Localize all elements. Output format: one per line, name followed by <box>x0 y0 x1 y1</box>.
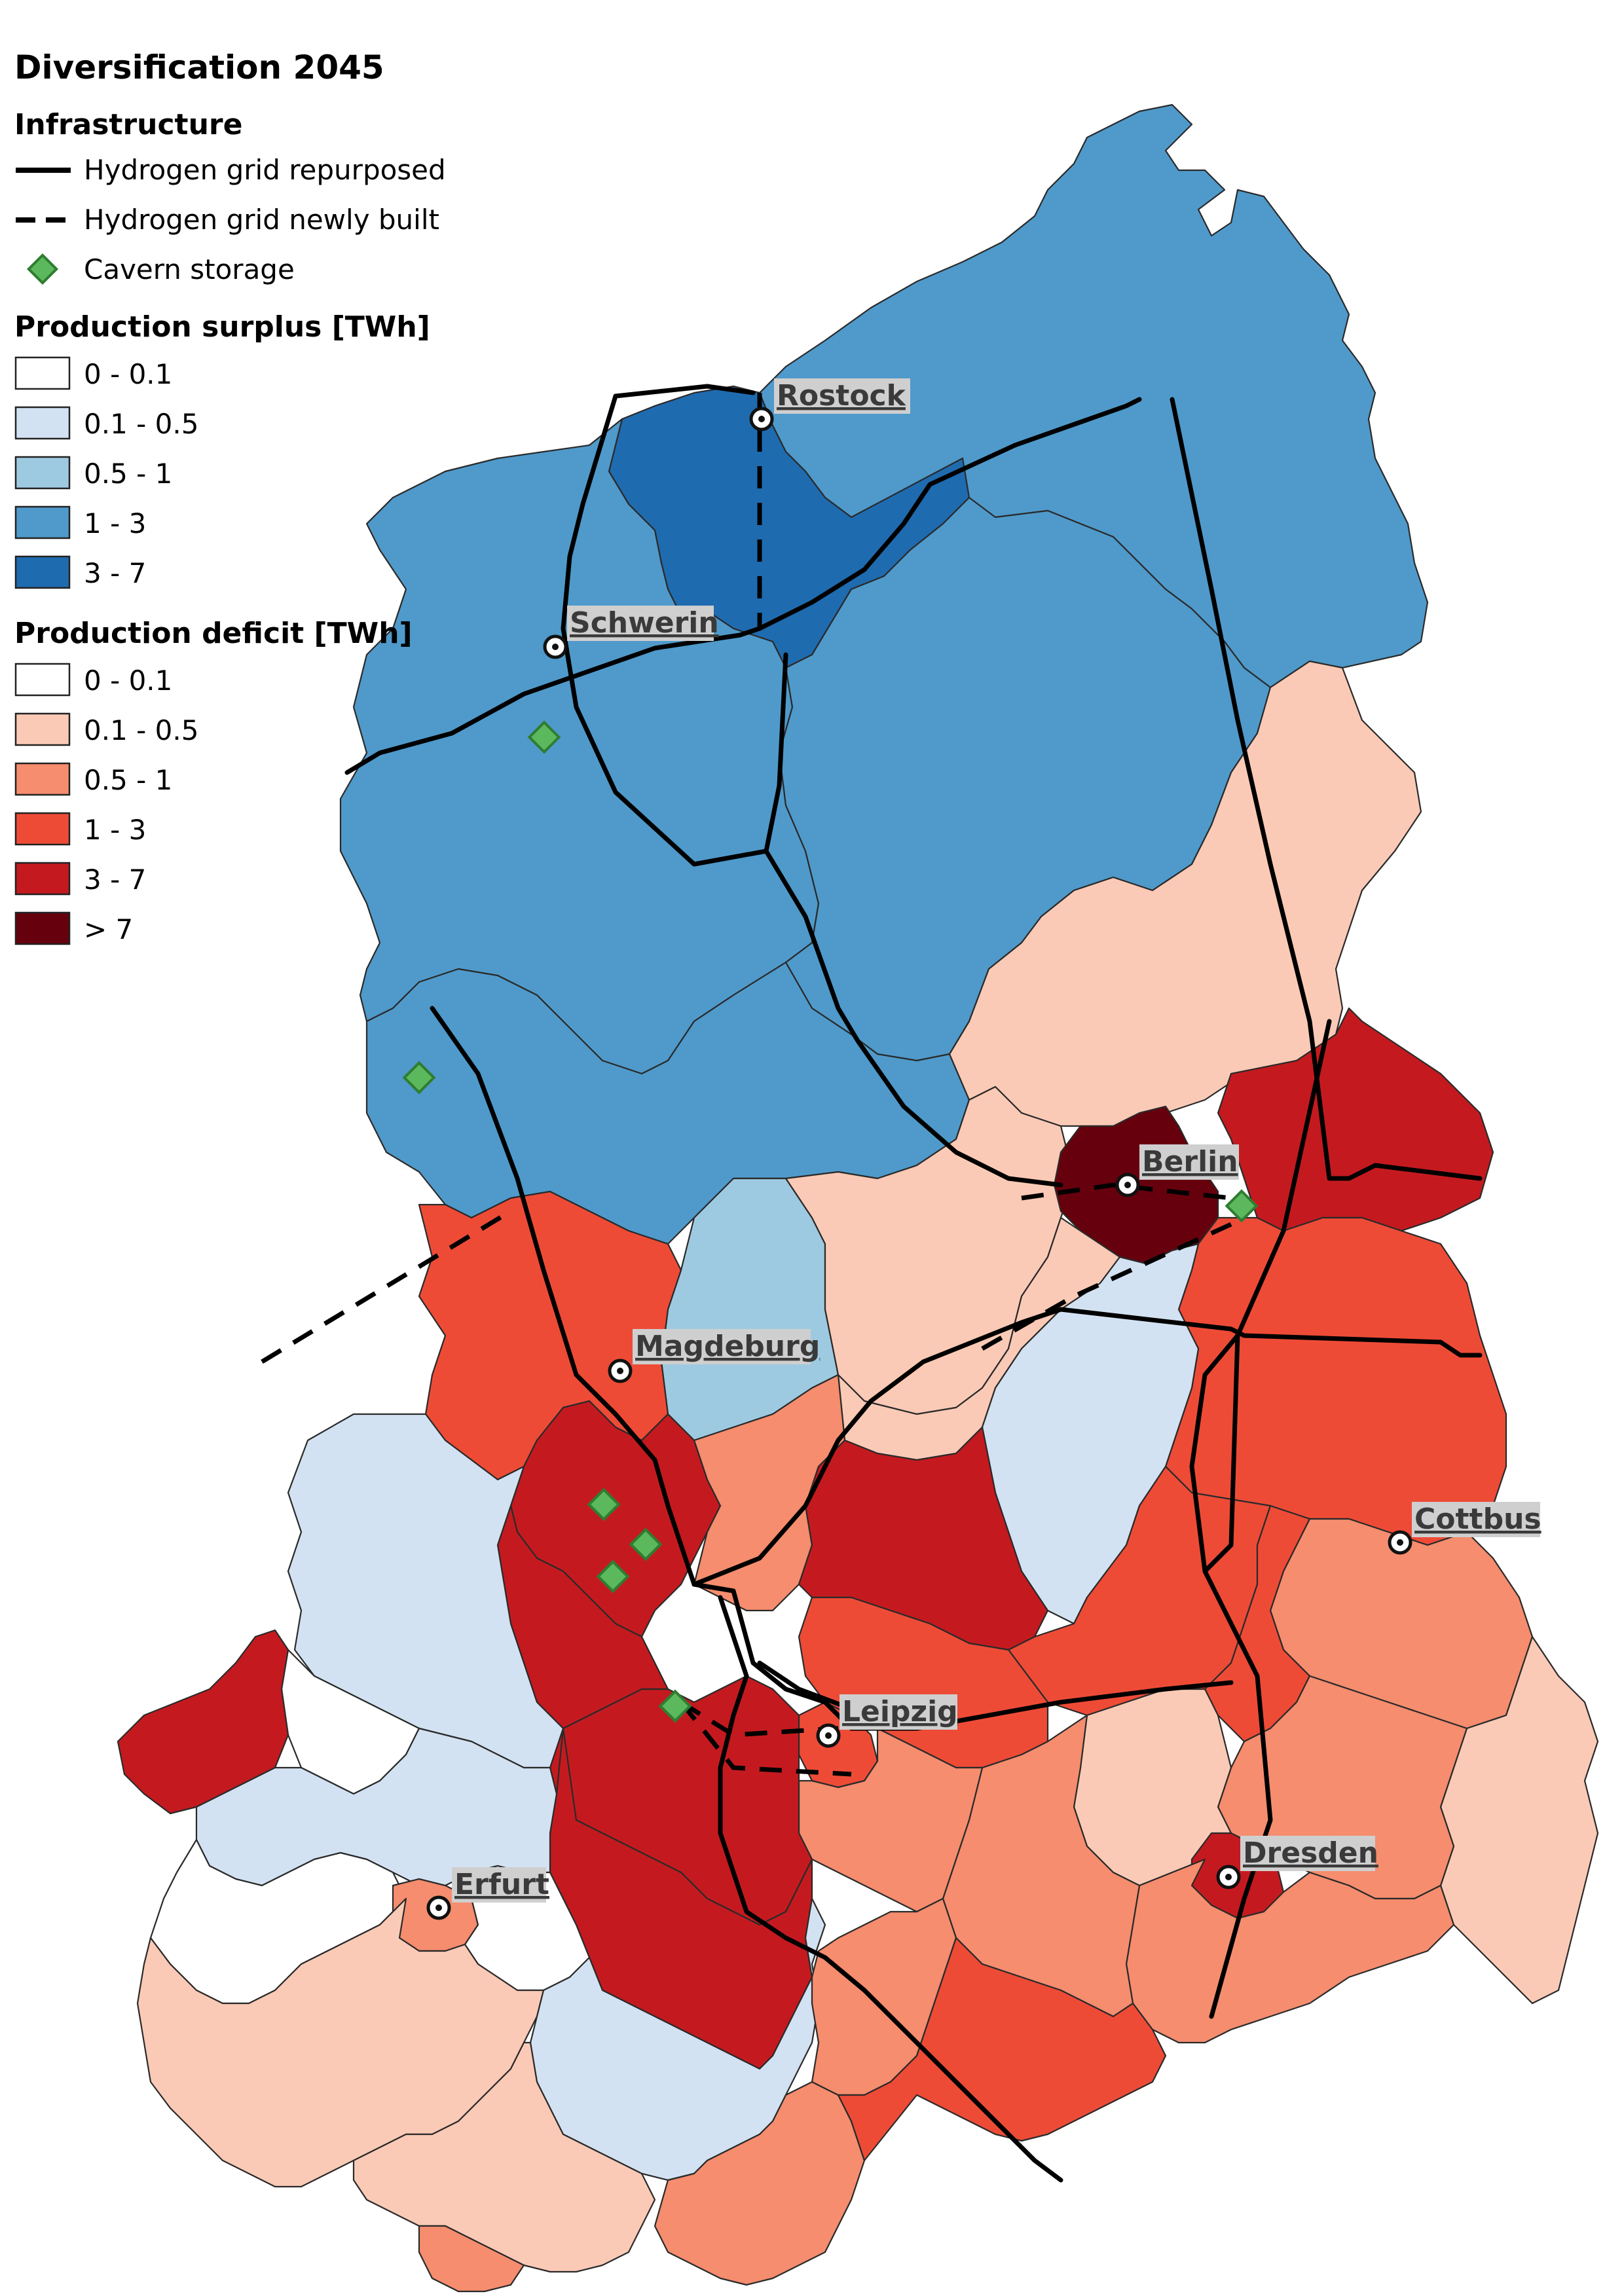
grid-line-newly-built <box>261 1209 512 1364</box>
legend-swatch <box>14 911 71 945</box>
legend-class-label: 0 - 0.1 <box>84 358 172 390</box>
cavern-storage-icon <box>1225 1189 1259 1223</box>
grid-line-repurposed <box>1202 1333 1240 1574</box>
region-maerkisch-oderland <box>1217 1007 1494 1232</box>
city-label: Berlin <box>1142 1145 1238 1178</box>
green-diamond-icon <box>26 253 59 285</box>
legend-swatch <box>14 762 71 796</box>
legend-deficit-classes: 0 - 0.1 0.1 - 0.5 0.5 - 1 1 - 3 3 - 7 > … <box>14 663 198 945</box>
grid-line-repurposed <box>561 393 788 867</box>
city-label: Erfurt <box>454 1868 549 1901</box>
cavern-storage-icon <box>658 1689 692 1723</box>
legend-swatch <box>14 812 71 846</box>
cities: Rostock Schwerin Berlin Magdeburg Cottbu… <box>426 378 1541 1920</box>
legend-swatch <box>14 712 71 746</box>
legend-surplus-classes: 0 - 0.1 0.1 - 0.5 0.5 - 1 1 - 3 3 - 7 <box>14 356 198 589</box>
legend-swatch <box>14 356 71 390</box>
grid-line-repurposed <box>757 1660 854 1711</box>
grid-line-newly-built <box>981 1222 1232 1351</box>
cavern-storage-icon <box>402 1061 436 1095</box>
region-leipzig-land <box>798 1727 984 1913</box>
legend-class-label: 1 - 3 <box>84 814 146 846</box>
legend-swatch <box>14 456 71 490</box>
grid-line-newly-built <box>680 1700 839 1738</box>
city-rostock[interactable]: Rostock <box>749 378 910 431</box>
grid-line-repurposed <box>344 397 1142 775</box>
region-sonneberg <box>418 2225 525 2293</box>
city-schwerin[interactable]: Schwerin <box>543 606 719 659</box>
region-wartburg <box>136 1897 545 2188</box>
city-label: Rostock <box>777 379 907 412</box>
region-oder-spree <box>1164 1216 1507 1546</box>
legend-class-label: > 7 <box>84 913 133 945</box>
city-dresden[interactable]: Dresden <box>1216 1836 1378 1889</box>
grid-line-repurposed <box>692 1307 1483 1587</box>
legend-class-label: 0 - 0.1 <box>84 665 172 697</box>
grid-line-repurposed <box>613 384 756 399</box>
legend-swatch <box>14 505 71 539</box>
region-erzgebirge <box>837 1937 1167 2162</box>
legend-class-label: 0.5 - 1 <box>84 458 172 490</box>
grid-line-newly-built <box>1021 1182 1232 1201</box>
grid-line-repurposed <box>1170 397 1483 1181</box>
cavern-storage-icon <box>629 1527 663 1561</box>
legend-item-label: Cavern storage <box>84 253 295 285</box>
region-saechsische-schweiz <box>1125 1858 1455 2044</box>
legend-item-label: Hydrogen grid repurposed <box>84 154 446 186</box>
city-label: Schwerin <box>570 606 719 640</box>
city-label: Dresden <box>1243 1836 1378 1870</box>
legend-class-label: 3 - 7 <box>84 557 146 589</box>
legend-swatch <box>14 555 71 589</box>
city-label: Leipzig <box>842 1695 958 1728</box>
legend-infrastructure-heading: Infrastructure <box>14 108 242 141</box>
cavern-storage-icon <box>596 1559 630 1594</box>
city-leipzig[interactable]: Leipzig <box>816 1694 958 1748</box>
region-eichsfeld <box>117 1629 289 1815</box>
cavern-storage-icon <box>587 1487 621 1522</box>
legend-swatch <box>14 406 71 440</box>
city-erfurt[interactable]: Erfurt <box>426 1867 549 1920</box>
cavern-storage-icon <box>527 720 561 754</box>
legend-item-label: Hydrogen grid newly built <box>84 204 439 236</box>
region-vogtland <box>654 2081 866 2286</box>
map-title: Diversification 2045 <box>14 48 384 86</box>
cavern-storage-sites <box>402 720 1259 1723</box>
hydrogen-grid <box>261 384 1483 2183</box>
legend-swatch <box>14 862 71 896</box>
legend: Diversification 2045 Infrastructure Hydr… <box>14 48 446 945</box>
grid-line-repurposed <box>764 848 1063 1188</box>
city-magdeburg[interactable]: Magdeburg <box>608 1329 820 1383</box>
legend-class-label: 3 - 7 <box>84 864 146 896</box>
legend-class-label: 1 - 3 <box>84 507 146 539</box>
legend-surplus-heading: Production surplus [TWh] <box>14 310 430 344</box>
legend-deficit-heading: Production deficit [TWh] <box>14 617 413 650</box>
city-label: Magdeburg <box>635 1330 820 1363</box>
legend-class-label: 0.1 - 0.5 <box>84 408 198 440</box>
legend-swatch <box>14 663 71 697</box>
regions <box>117 103 1599 2293</box>
city-berlin[interactable]: Berlin <box>1115 1144 1239 1197</box>
city-cottbus[interactable]: Cottbus <box>1388 1502 1541 1555</box>
city-label: Cottbus <box>1414 1503 1541 1536</box>
legend-class-label: 0.1 - 0.5 <box>84 714 198 746</box>
grid-line-newly-built <box>679 1700 852 1777</box>
legend-class-label: 0.5 - 1 <box>84 764 172 796</box>
